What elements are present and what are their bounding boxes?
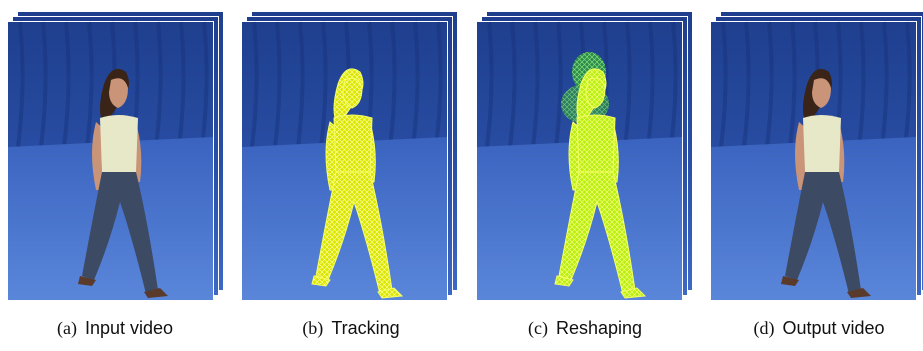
figure-images [0, 0, 923, 351]
panel-caption: Input video [85, 318, 173, 338]
panel-label: (d) [753, 318, 774, 338]
caption: (b) Tracking [236, 318, 466, 339]
caption: (a) Input video [0, 318, 230, 339]
panel-label: (c) [528, 318, 548, 338]
torso [577, 115, 615, 175]
figure: (a)Input video (b)Tracking (c)Reshaping … [0, 0, 923, 351]
panel-label: (a) [57, 318, 77, 338]
video-frame [7, 21, 214, 301]
torso [100, 115, 138, 175]
panel-caption: Tracking [331, 318, 399, 338]
panel-caption: Reshaping [556, 318, 642, 338]
video-frame [476, 21, 683, 301]
caption: (c) Reshaping [470, 318, 700, 339]
panel-label: (b) [302, 318, 323, 338]
torso [334, 115, 372, 175]
video-frame [241, 21, 448, 301]
torso [803, 115, 841, 175]
video-frame [710, 21, 917, 301]
panel-caption: Output video [782, 318, 884, 338]
caption: (d) Output video [704, 318, 923, 339]
